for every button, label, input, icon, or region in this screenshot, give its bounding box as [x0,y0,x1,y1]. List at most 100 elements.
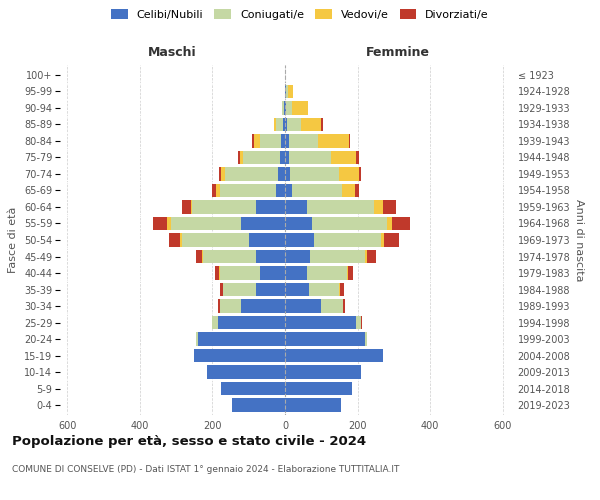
Bar [312,216,386,230]
Text: COMUNE DI CONSELVE (PD) - Dati ISTAT 1° gennaio 2024 - Elaborazione TUTTITALIA.I: COMUNE DI CONSELVE (PD) - Dati ISTAT 1° … [12,465,400,474]
Bar [193,200,256,214]
Bar [241,216,285,230]
Bar [292,184,343,197]
Bar [238,150,239,164]
Bar [285,200,307,214]
Bar [392,216,410,230]
Bar [285,216,312,230]
Bar [180,233,182,247]
Bar [343,184,355,197]
Bar [285,283,308,296]
Bar [286,101,292,114]
Y-axis label: Anni di nascita: Anni di nascita [574,198,584,281]
Text: Popolazione per età, sesso e stato civile - 2024: Popolazione per età, sesso e stato civil… [12,435,366,448]
Bar [285,250,310,264]
Bar [276,184,285,197]
Bar [343,300,345,313]
Bar [221,167,225,180]
Bar [207,366,285,379]
Bar [301,118,321,131]
Text: Maschi: Maschi [148,46,197,59]
Bar [218,300,220,313]
Bar [198,332,285,346]
Bar [285,332,365,346]
Bar [182,233,249,247]
Bar [285,316,356,330]
Bar [256,250,285,264]
Bar [191,200,193,214]
Bar [307,200,374,214]
Bar [310,250,365,264]
Bar [253,134,254,147]
Bar [220,266,260,280]
Bar [218,167,221,180]
Bar [220,300,241,313]
Bar [290,167,340,180]
Bar [203,250,256,264]
Bar [348,266,353,280]
Bar [286,84,287,98]
Bar [386,216,392,230]
Bar [289,134,317,147]
Bar [196,250,202,264]
Bar [289,150,331,164]
Bar [232,398,285,412]
Bar [284,101,285,114]
Bar [221,382,285,396]
Bar [285,300,321,313]
Bar [285,366,361,379]
Bar [254,134,260,147]
Bar [321,118,323,131]
Bar [321,300,343,313]
Bar [285,101,286,114]
Bar [223,283,256,296]
Bar [256,200,285,214]
Text: Femmine: Femmine [365,46,430,59]
Bar [285,266,307,280]
Bar [285,134,289,147]
Bar [285,84,286,98]
Bar [194,349,285,362]
Bar [260,134,281,147]
Bar [196,332,198,346]
Bar [367,250,376,264]
Bar [349,134,350,147]
Bar [340,283,344,296]
Bar [285,184,292,197]
Bar [287,84,293,98]
Bar [285,233,314,247]
Bar [218,316,285,330]
Bar [374,200,383,214]
Bar [256,283,285,296]
Bar [355,184,359,197]
Bar [356,316,361,330]
Bar [285,398,341,412]
Bar [361,316,362,330]
Bar [365,250,367,264]
Bar [307,266,347,280]
Bar [365,332,367,346]
Bar [384,233,398,247]
Bar [308,283,340,296]
Bar [381,233,384,247]
Bar [215,266,219,280]
Bar [283,118,285,131]
Bar [331,150,356,164]
Bar [216,184,220,197]
Bar [340,167,359,180]
Bar [359,167,361,180]
Bar [282,101,283,114]
Bar [212,316,218,330]
Bar [152,216,167,230]
Bar [285,150,289,164]
Bar [241,300,285,313]
Bar [167,216,170,230]
Bar [278,167,285,180]
Bar [239,150,243,164]
Bar [285,349,383,362]
Legend: Celibi/Nubili, Coniugati/e, Vedovi/e, Divorziati/e: Celibi/Nubili, Coniugati/e, Vedovi/e, Di… [108,6,492,23]
Bar [170,216,241,230]
Bar [225,167,278,180]
Bar [281,134,285,147]
Bar [274,118,276,131]
